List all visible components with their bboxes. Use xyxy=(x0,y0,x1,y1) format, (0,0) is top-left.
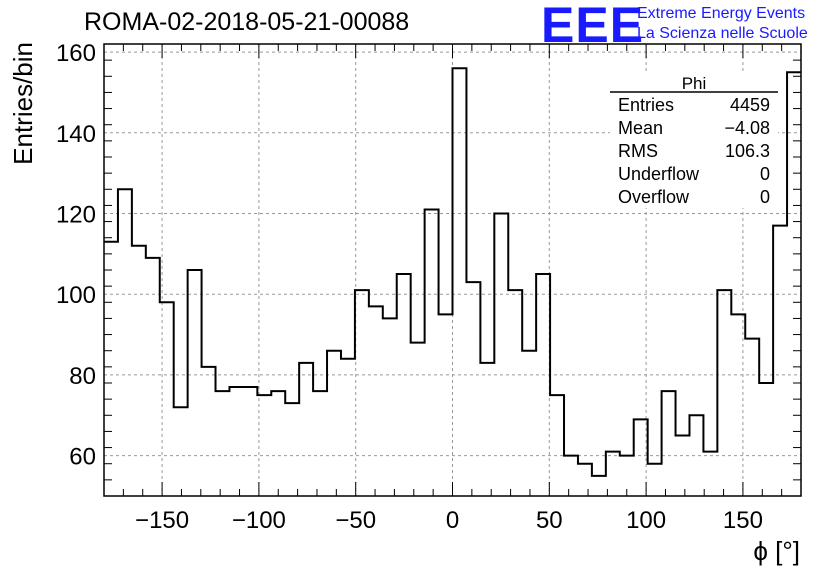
stats-label-overflow: Overflow xyxy=(618,187,690,207)
stats-label-entries: Entries xyxy=(618,95,674,115)
stats-title: Phi xyxy=(682,74,707,93)
x-tick-label: −150 xyxy=(135,507,189,534)
stats-value-overflow: 0 xyxy=(760,187,770,207)
stats-label-mean: Mean xyxy=(618,118,663,138)
x-tick-label: 100 xyxy=(626,507,666,534)
y-axis-label: Entries/bin xyxy=(8,42,38,165)
stats-box xyxy=(610,72,778,208)
x-axis-label: ϕ [°] xyxy=(753,536,800,566)
x-tick-label: −100 xyxy=(232,507,286,534)
stats-value-entries: 4459 xyxy=(730,95,770,115)
stats-value-underflow: 0 xyxy=(760,164,770,184)
y-tick-label: 100 xyxy=(56,282,96,309)
stats-value-rms: 106.3 xyxy=(725,141,770,161)
y-tick-label: 140 xyxy=(56,121,96,148)
x-tick-label: 150 xyxy=(723,507,763,534)
x-tick-label: 50 xyxy=(536,507,563,534)
y-tick-label: 60 xyxy=(69,444,96,471)
logo-line-2: La Scienza nelle Scuole xyxy=(637,25,808,42)
stats-value-mean: −4.08 xyxy=(724,118,770,138)
stats-label-rms: RMS xyxy=(618,141,658,161)
x-tick-label: −50 xyxy=(335,507,376,534)
x-tick-label: 0 xyxy=(446,507,459,534)
eee-logo: EEE xyxy=(541,0,645,53)
run-title: ROMA-02-2018-05-21-00088 xyxy=(84,8,410,36)
stats-label-underflow: Underflow xyxy=(618,164,700,184)
y-tick-label: 120 xyxy=(56,202,96,229)
y-tick-label: 80 xyxy=(69,363,96,390)
y-tick-label: 160 xyxy=(56,40,96,67)
histogram-step-line xyxy=(104,67,801,477)
logo-line-1: Extreme Energy Events xyxy=(637,5,806,22)
